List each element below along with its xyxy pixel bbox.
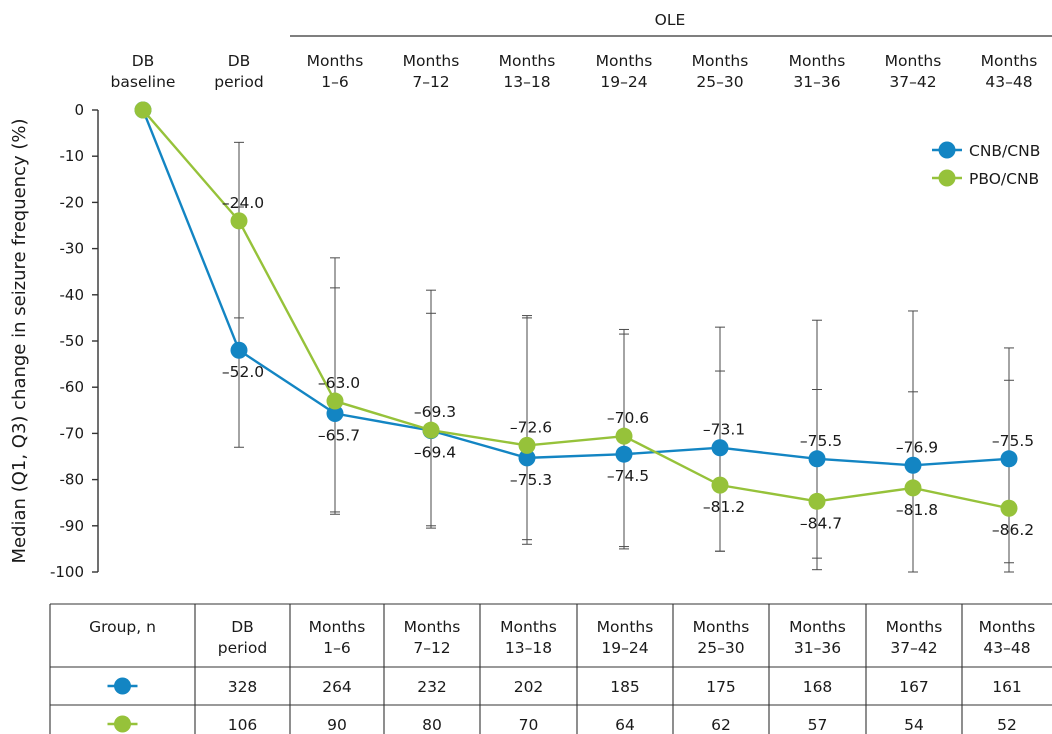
table-cell: 106 xyxy=(228,716,258,734)
table-header-cell: Months 43–48 xyxy=(979,618,1036,657)
table-cell: 202 xyxy=(514,678,544,696)
data-point xyxy=(422,421,440,439)
legend-marker xyxy=(938,141,956,159)
sample-size-table: Group, n DB period Months 1–6 Months 7–12 Month… xyxy=(49,603,1052,734)
data-label: –70.6 xyxy=(607,409,649,427)
column-header: Months 1–6 xyxy=(307,52,364,91)
data-point xyxy=(230,212,248,230)
table-header-cell: Months 31–36 xyxy=(789,618,846,657)
data-label: –86.2 xyxy=(992,521,1034,539)
table-cell: 232 xyxy=(417,678,447,696)
data-label: –73.1 xyxy=(703,421,745,439)
y-tick-label: -50 xyxy=(60,332,85,350)
data-point xyxy=(808,492,826,510)
table-cell: 57 xyxy=(808,716,828,734)
data-point xyxy=(134,101,152,119)
data-point xyxy=(615,427,633,445)
table-cell: 161 xyxy=(992,678,1022,696)
data-label: –75.5 xyxy=(992,432,1034,450)
table-header-cell: Group, n xyxy=(89,618,156,636)
column-header: DB period xyxy=(214,52,263,91)
data-label: –69.4 xyxy=(414,444,456,462)
y-tick-label: -100 xyxy=(50,563,84,581)
data-label: –74.5 xyxy=(607,467,649,485)
table-cell: 175 xyxy=(706,678,736,696)
series-line xyxy=(142,109,1010,510)
data-point xyxy=(518,449,536,467)
column-header: Months 13–18 xyxy=(499,52,556,91)
table-cell: 167 xyxy=(899,678,929,696)
column-header: Months 37–42 xyxy=(885,52,942,91)
table-header-cell: Months 37–42 xyxy=(886,618,943,657)
column-header: Months 43–48 xyxy=(981,52,1038,91)
table-header-cell: Months 25–30 xyxy=(693,618,750,657)
table-cell: 80 xyxy=(422,716,442,734)
table-cell: 64 xyxy=(615,716,635,734)
data-label: –81.2 xyxy=(703,498,745,516)
y-tick-label: -90 xyxy=(60,517,85,535)
data-point xyxy=(711,476,729,494)
table-cell: 168 xyxy=(803,678,833,696)
table-cell: 54 xyxy=(904,716,924,734)
y-tick-label: -80 xyxy=(60,471,85,489)
column-header: Months 31–36 xyxy=(789,52,846,91)
legend-marker xyxy=(938,169,956,187)
table-header-cell: Months 1–6 xyxy=(309,618,366,657)
data-label: –63.0 xyxy=(318,374,360,392)
data-point xyxy=(326,405,344,423)
data-label: –72.6 xyxy=(510,418,552,436)
data-point xyxy=(230,341,248,359)
column-header: Months 19–24 xyxy=(596,52,653,91)
y-axis-label: Median (Q1, Q3) change in seizure freque… xyxy=(9,119,30,564)
data-point xyxy=(326,392,344,410)
data-label: –52.0 xyxy=(222,363,264,381)
y-tick-label: -30 xyxy=(60,240,85,258)
data-point xyxy=(615,445,633,463)
data-point xyxy=(1000,450,1018,468)
table-cell: 62 xyxy=(711,716,731,734)
y-tick-label: -70 xyxy=(60,424,85,442)
data-label: –75.5 xyxy=(800,432,842,450)
table-cell: 185 xyxy=(610,678,640,696)
table-cell: 90 xyxy=(327,716,347,734)
table-header-cell: Months 13–18 xyxy=(500,618,557,657)
y-tick-label: -60 xyxy=(60,378,85,396)
column-header: DB baseline xyxy=(111,52,176,91)
table-header-cell: DB period xyxy=(218,618,267,657)
y-tick-label: -40 xyxy=(60,286,85,304)
series-line xyxy=(141,109,1010,467)
data-label: –69.3 xyxy=(414,403,456,421)
table-header-cell: Months 19–24 xyxy=(597,618,654,657)
data-label: –76.9 xyxy=(896,438,938,456)
data-point xyxy=(1000,499,1018,517)
data-label: –84.7 xyxy=(800,514,842,532)
data-point xyxy=(808,450,826,468)
column-header: Months 25–30 xyxy=(692,52,749,91)
data-label: –65.7 xyxy=(318,427,360,445)
y-tick-label: 0 xyxy=(74,101,84,119)
table-group-marker xyxy=(114,677,131,695)
data-point xyxy=(518,436,536,454)
data-label: –81.8 xyxy=(896,501,938,519)
table-cell: 328 xyxy=(228,678,258,696)
legend-label: PBO/CNB xyxy=(969,170,1039,188)
column-header: Months 7–12 xyxy=(403,52,460,91)
legend-label: CNB/CNB xyxy=(969,142,1040,160)
table-cell: 264 xyxy=(322,678,352,696)
data-label: –75.3 xyxy=(510,471,552,489)
y-tick-label: -20 xyxy=(60,193,85,211)
table-group-marker xyxy=(114,715,131,733)
table-header-cell: Months 7–12 xyxy=(404,618,461,657)
data-point xyxy=(904,479,922,497)
y-tick-label: -10 xyxy=(60,147,85,165)
table-cell: 52 xyxy=(997,716,1017,734)
data-point xyxy=(711,439,729,457)
data-label: –24.0 xyxy=(222,194,264,212)
table-cell: 70 xyxy=(519,716,539,734)
data-point xyxy=(904,456,922,474)
ole-label: OLE xyxy=(655,11,686,29)
